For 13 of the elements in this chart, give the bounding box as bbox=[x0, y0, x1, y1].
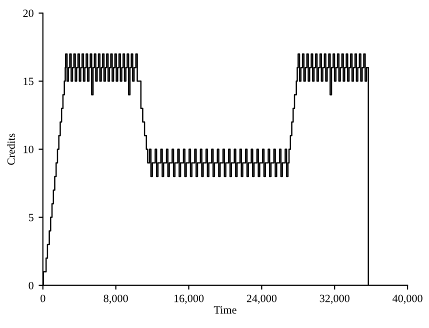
y-tick-label: 20 bbox=[23, 10, 34, 18]
x-axis-title: Time bbox=[214, 306, 236, 314]
y-tick-label: 0 bbox=[28, 282, 34, 290]
y-axis-title: Credits bbox=[7, 134, 15, 165]
x-tick-label: 24,000 bbox=[246, 294, 277, 304]
x-tick-label: 16,000 bbox=[174, 294, 204, 304]
y-tick-label: 5 bbox=[28, 214, 34, 222]
x-tick-label: 32,000 bbox=[320, 294, 350, 304]
x-tick-label: 0 bbox=[40, 294, 46, 302]
x-tick-label: 40,000 bbox=[392, 294, 422, 304]
y-tick-label: 15 bbox=[24, 78, 34, 86]
y-tick-label: 10 bbox=[24, 146, 34, 154]
x-tick-label: 8,000 bbox=[104, 294, 128, 304]
